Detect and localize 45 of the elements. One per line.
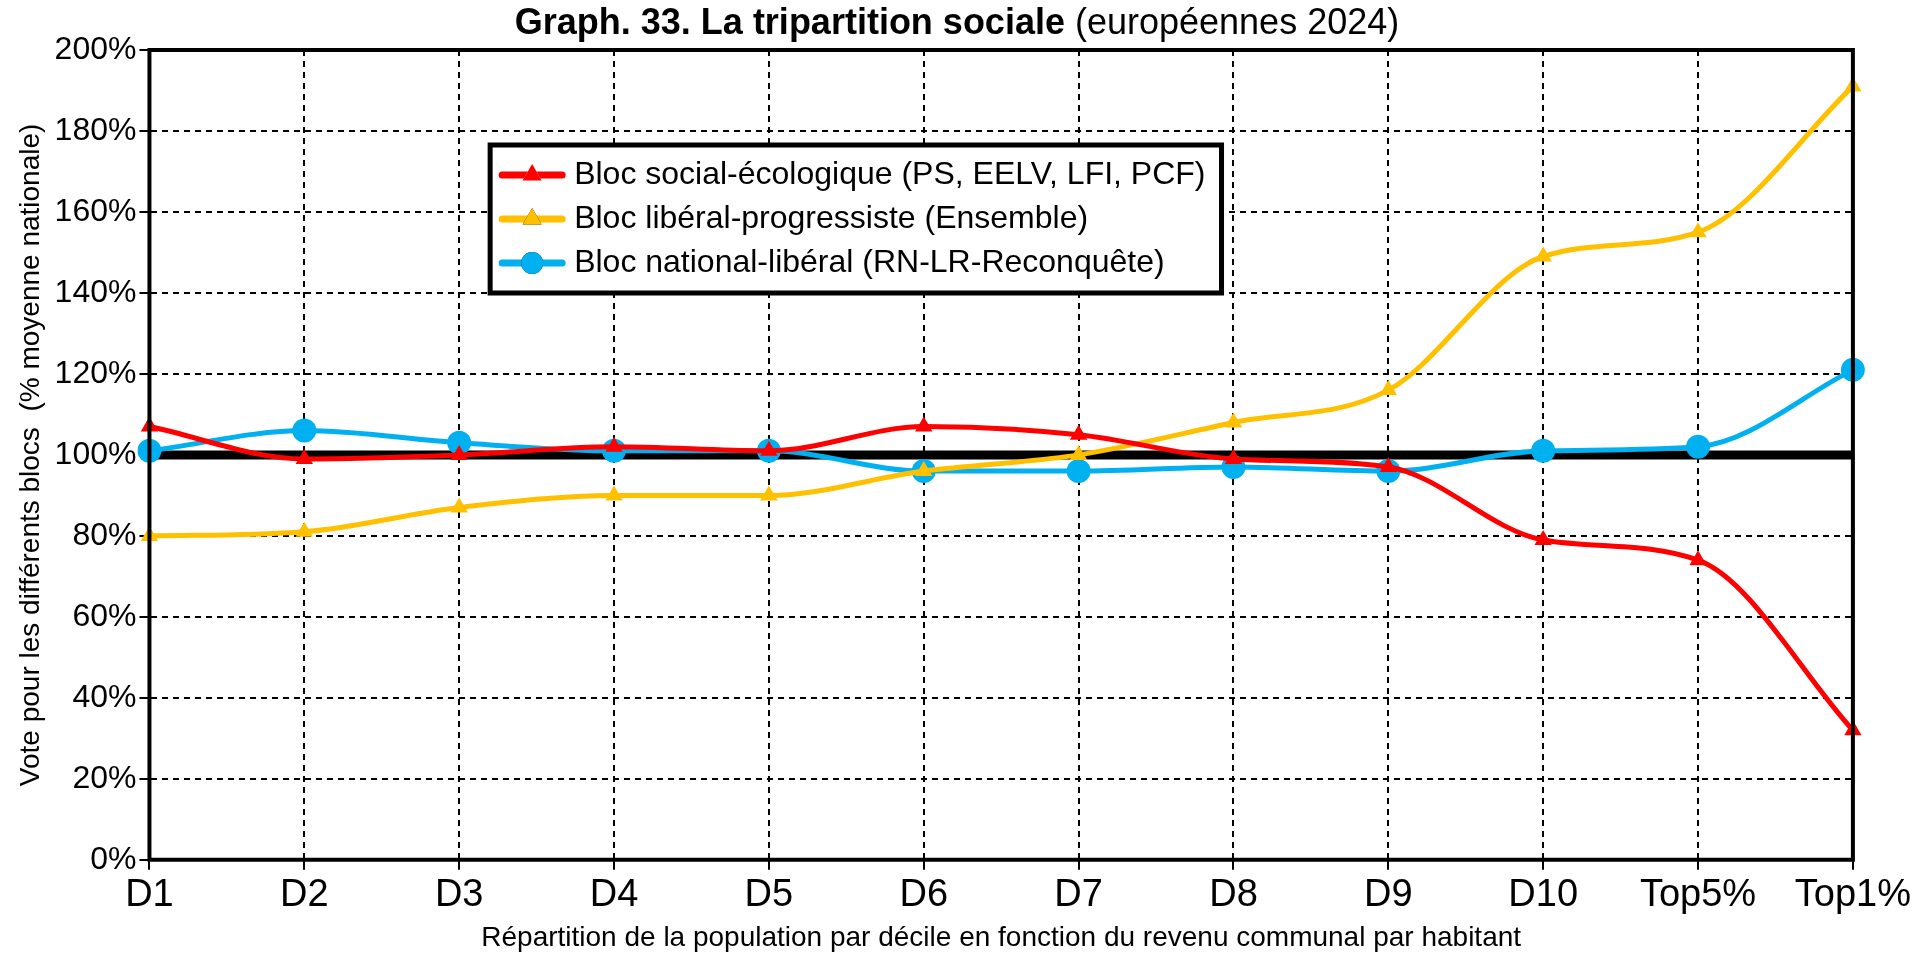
point [915,416,933,432]
point [1689,222,1707,238]
legend-label: Bloc national-libéral (RN-LR-Reconquête) [574,242,1165,279]
x-tick-label: D6 [899,872,949,915]
y-tick-label: 200% [54,29,137,66]
y-tick-label: 40% [72,677,137,714]
x-axis-title: Répartition de la population par décile en fonction du revenu communal par habitant [481,920,1522,952]
x-tick-label: D2 [280,872,329,915]
chart-title: Graph. 33. La tripartition sociale (européennes 2024) [514,1,1400,42]
legend-label: Bloc libéral-progressiste (Ensemble) [574,198,1089,235]
point [1069,444,1088,460]
point [1224,448,1243,464]
point [450,444,468,460]
y-tick-label: 140% [54,272,137,309]
point [1069,424,1088,440]
point [760,485,778,501]
y-tick-label: 60% [72,596,137,633]
point [450,497,468,513]
point [1689,550,1707,566]
x-tick-label: D7 [1054,872,1103,915]
x-tick-label: D10 [1508,872,1579,915]
x-tick-label: D5 [744,872,794,915]
x-tick-label: D4 [589,872,639,915]
x-tick-label: D9 [1364,872,1413,915]
y-tick-label: 120% [54,353,137,390]
point [605,485,623,501]
x-tick-label: D3 [434,872,484,915]
x-tick-label: Top5% [1639,872,1757,915]
y-axis-title: Vote pour les différents blocs (% moyenne nationale) [13,123,45,787]
y-tick-label: 180% [54,110,137,147]
legend-label: Bloc social-écologique (PS, EELV, LFI, PCF) [574,154,1206,191]
point [292,418,317,443]
y-tick-label: 100% [54,434,137,471]
point [295,521,313,537]
point [1531,438,1556,463]
point [295,448,313,464]
y-tick-label: 160% [54,191,137,228]
point [1534,246,1552,262]
point [1686,434,1711,459]
point [1224,412,1243,428]
y-tick-label: 80% [72,515,137,552]
x-tick-label: Top1% [1794,872,1912,915]
x-tick-label: D8 [1209,872,1258,915]
y-tick-label: 20% [72,758,137,795]
point [1534,529,1552,545]
